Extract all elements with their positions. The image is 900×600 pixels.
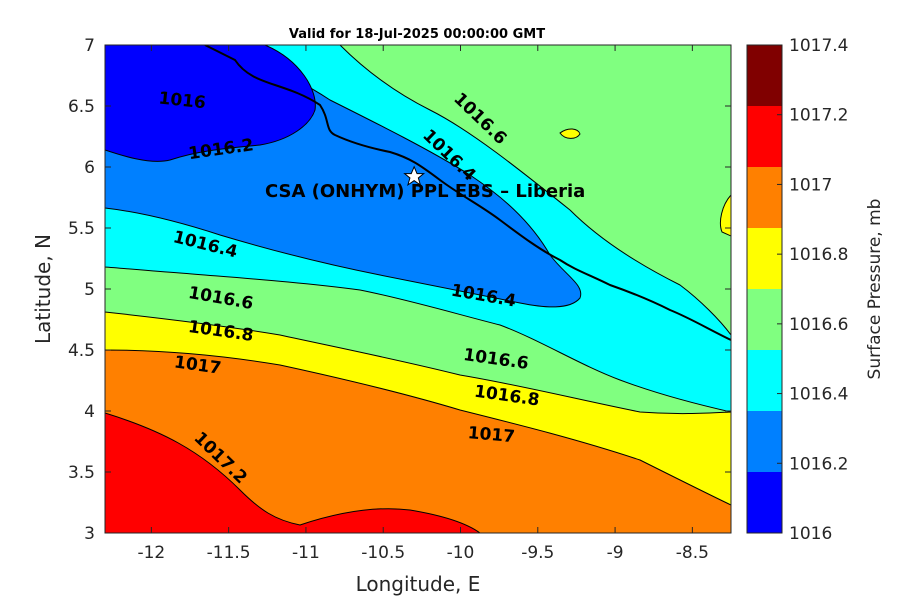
star-icon xyxy=(403,165,426,187)
colorbar-tick-label: 1016.4 xyxy=(789,385,848,405)
colorbar-segment xyxy=(747,106,782,167)
y-tick-label: 7 xyxy=(84,36,95,56)
y-axis: 3 3.5 4 4.5 5 5.5 6 6.5 7 xyxy=(68,36,731,544)
contour-label: 1017 xyxy=(467,423,516,447)
colorbar-frame xyxy=(746,44,783,534)
x-tick-label: -10.5 xyxy=(361,543,405,563)
y-tick-label: 4.5 xyxy=(68,341,95,361)
colorbar-tick-label: 1016.6 xyxy=(789,315,848,335)
colorbar-tick-label: 1017.4 xyxy=(789,36,848,56)
band-1017 xyxy=(105,349,731,533)
colorbar-tick-label: 1016.8 xyxy=(789,245,848,265)
x-axis: -12 -11.5 -11 -10.5 -10 -9.5 -9 -8.5 xyxy=(137,45,709,563)
colorbar-segment xyxy=(747,411,782,472)
x-tick-label: -11 xyxy=(292,543,320,563)
y-axis-label: Latitude, N xyxy=(31,234,55,344)
colorbar-segment xyxy=(747,289,782,350)
colorbar-label: Surface Pressure, mb xyxy=(865,199,885,380)
coastline xyxy=(204,45,731,341)
site-label: CSA (ONHYM) PPL EBS – Liberia xyxy=(265,181,585,202)
contour-label: 1016 xyxy=(158,88,207,113)
map-title: Valid for 18-Jul-2025 00:00:00 GMT xyxy=(289,27,545,42)
colorbar-tick-label: 1016.2 xyxy=(789,454,848,474)
x-tick-label: -10 xyxy=(447,543,475,563)
contour-map: 10161016.21016.41016.41016.41016.61016.6… xyxy=(104,44,732,534)
x-tick-label: -9.5 xyxy=(521,543,554,563)
colorbar-segment xyxy=(747,228,782,289)
y-tick-label: 6.5 xyxy=(68,97,95,117)
band-1016 xyxy=(105,45,316,162)
band-island-1016-8 xyxy=(559,128,581,139)
colorbar-tick-label: 1017 xyxy=(789,175,832,195)
band-1017-2 xyxy=(105,412,481,533)
y-tick-label: 4 xyxy=(84,402,95,422)
y-tick-label: 3.5 xyxy=(68,463,95,483)
x-tick-label: -11.5 xyxy=(207,543,251,563)
x-axis-label: Longitude, E xyxy=(356,572,481,596)
colorbar-segment xyxy=(747,472,782,533)
colorbar: 1016 1016.2 1016.4 1016.6 1016.8 1017 1017.2 10… xyxy=(746,36,848,544)
site-marker xyxy=(403,165,426,187)
colorbar-tick-label: 1017.2 xyxy=(789,106,848,126)
colorbar-tick-label: 1016 xyxy=(789,524,832,544)
colorbar-segment xyxy=(747,45,782,106)
x-tick-label: -8.5 xyxy=(676,543,709,563)
y-tick-label: 5 xyxy=(84,280,95,300)
band-island-1016-8-east xyxy=(719,194,731,237)
y-tick-label: 6 xyxy=(84,158,95,178)
x-tick-label: -12 xyxy=(137,543,165,563)
y-tick-label: 3 xyxy=(84,524,95,544)
x-tick-label: -9 xyxy=(607,543,624,563)
colorbar-segment xyxy=(747,350,782,411)
colorbar-segment xyxy=(747,167,782,228)
y-tick-label: 5.5 xyxy=(68,219,95,239)
